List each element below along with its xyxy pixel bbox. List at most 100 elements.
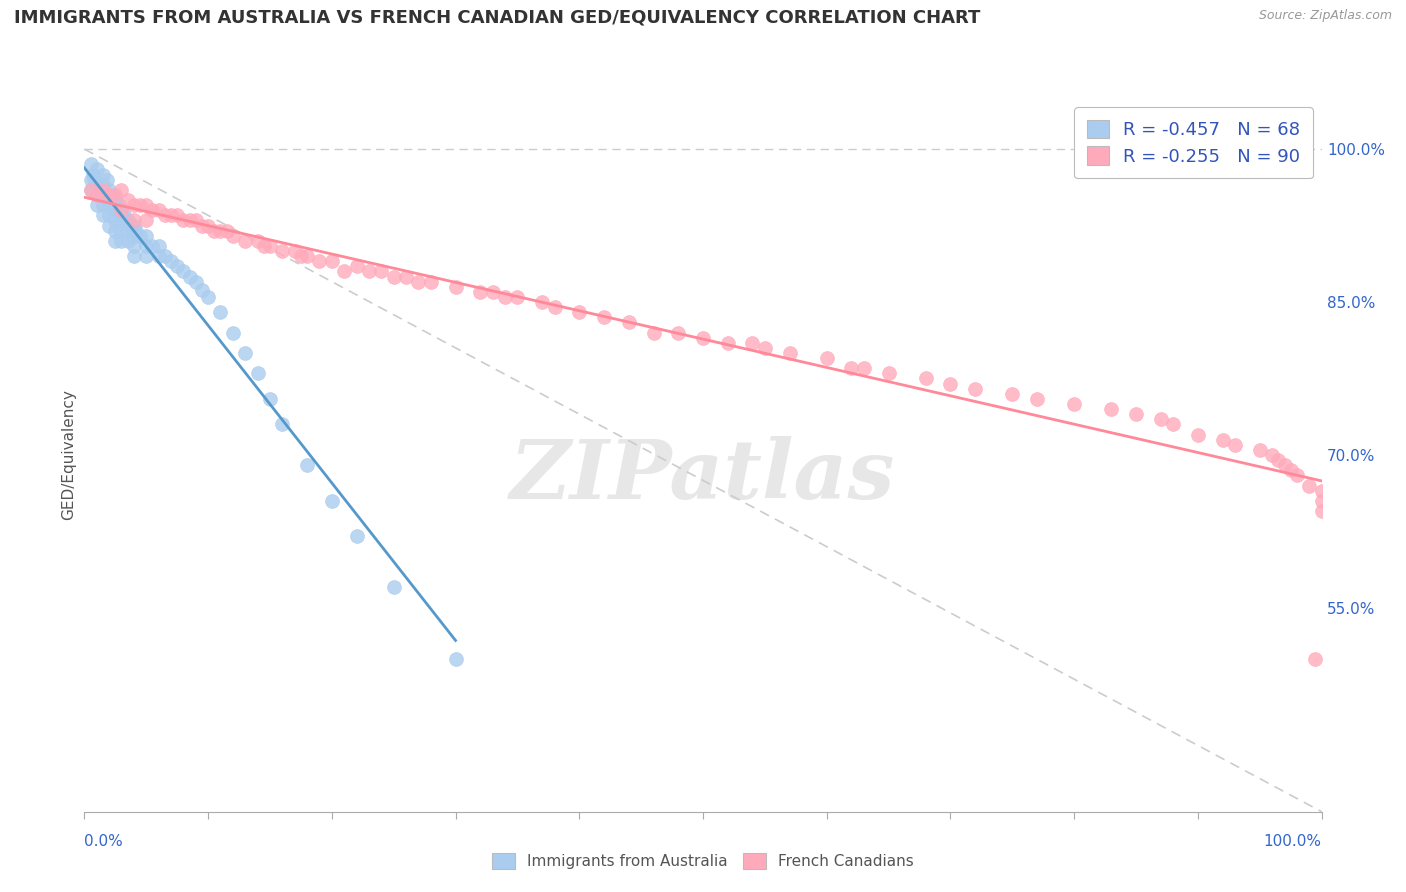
Point: [253, 239, 276, 253]
Point: [129, 228, 152, 243]
Point: [86, 188, 108, 202]
Point: [148, 203, 170, 218]
Point: [1285, 468, 1308, 483]
Point: [110, 183, 132, 197]
Point: [1267, 453, 1289, 467]
Point: [741, 335, 763, 350]
Point: [79, 157, 101, 171]
Point: [79, 183, 101, 197]
Point: [568, 305, 591, 319]
Point: [110, 203, 132, 218]
Point: [233, 234, 256, 248]
Point: [122, 239, 145, 253]
Point: [271, 244, 294, 258]
Point: [209, 224, 232, 238]
Point: [104, 213, 127, 227]
Point: [100, 188, 122, 202]
Point: [120, 219, 142, 233]
Point: [852, 361, 875, 376]
Text: Source: ZipAtlas.com: Source: ZipAtlas.com: [1258, 9, 1392, 22]
Point: [166, 208, 188, 222]
Point: [815, 351, 838, 365]
Point: [83, 172, 105, 186]
Point: [1310, 504, 1333, 518]
Point: [531, 295, 554, 310]
Point: [112, 208, 135, 222]
Point: [333, 264, 356, 278]
Point: [290, 249, 312, 263]
Point: [395, 269, 418, 284]
Point: [98, 208, 121, 222]
Point: [122, 228, 145, 243]
Point: [617, 315, 640, 329]
Point: [1187, 427, 1209, 442]
Point: [259, 239, 281, 253]
Point: [1125, 407, 1147, 421]
Point: [308, 254, 330, 268]
Point: [98, 193, 121, 207]
Point: [122, 213, 145, 227]
Point: [82, 168, 104, 182]
Point: [108, 198, 131, 212]
Point: [209, 305, 232, 319]
Point: [965, 382, 987, 396]
Point: [117, 213, 139, 227]
Text: IMMIGRANTS FROM AUSTRALIA VS FRENCH CANADIAN GED/EQUIVALENCY CORRELATION CHART: IMMIGRANTS FROM AUSTRALIA VS FRENCH CANA…: [14, 9, 980, 27]
Text: ZIPatlas: ZIPatlas: [510, 436, 896, 516]
Point: [754, 341, 776, 355]
Point: [233, 346, 256, 360]
Point: [506, 290, 529, 304]
Point: [382, 269, 405, 284]
Point: [96, 172, 118, 186]
Point: [135, 228, 157, 243]
Point: [110, 213, 132, 227]
Point: [122, 249, 145, 263]
Point: [357, 264, 380, 278]
Point: [284, 244, 307, 258]
Point: [271, 417, 294, 432]
Text: 0.0%: 0.0%: [84, 834, 124, 849]
Point: [104, 234, 127, 248]
Point: [197, 290, 219, 304]
Legend: Immigrants from Australia, French Canadians: Immigrants from Australia, French Canadi…: [486, 847, 920, 875]
Point: [841, 361, 863, 376]
Point: [86, 198, 108, 212]
Point: [172, 264, 194, 278]
Point: [160, 254, 183, 268]
Point: [246, 234, 269, 248]
Point: [215, 224, 238, 238]
Point: [643, 326, 665, 340]
Point: [135, 213, 157, 227]
Point: [1161, 417, 1184, 432]
Point: [1279, 463, 1302, 477]
Point: [444, 279, 467, 293]
Point: [153, 249, 176, 263]
Point: [117, 234, 139, 248]
Point: [86, 188, 108, 202]
Point: [79, 183, 101, 197]
Point: [1026, 392, 1049, 406]
Point: [1310, 483, 1333, 498]
Point: [295, 249, 318, 263]
Point: [91, 183, 114, 197]
Point: [179, 213, 201, 227]
Point: [191, 283, 214, 297]
Point: [91, 208, 114, 222]
Point: [129, 198, 152, 212]
Point: [1212, 433, 1234, 447]
Point: [1298, 478, 1320, 492]
Point: [295, 458, 318, 472]
Point: [104, 203, 127, 218]
Point: [1305, 652, 1327, 666]
Point: [110, 208, 132, 222]
Point: [122, 219, 145, 233]
Point: [779, 346, 801, 360]
Point: [172, 213, 194, 227]
Point: [122, 198, 145, 212]
Point: [1261, 448, 1284, 462]
Point: [1249, 442, 1271, 457]
Point: [148, 239, 170, 253]
Point: [153, 208, 176, 222]
Point: [98, 188, 121, 202]
Point: [382, 581, 405, 595]
